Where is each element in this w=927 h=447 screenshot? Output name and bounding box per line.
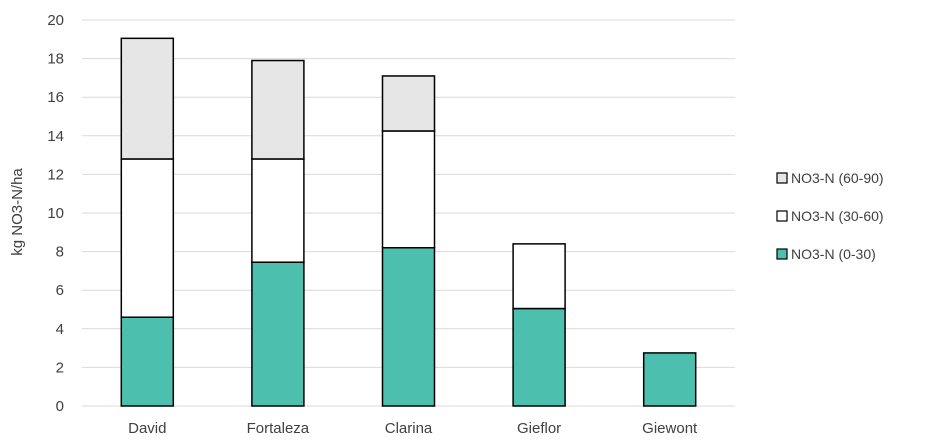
legend-label: NO3-N (60-90): [791, 170, 884, 186]
bar-segment: [381, 75, 436, 132]
bar-segment: [251, 158, 305, 263]
y-axis-title: kg NO3-N/ha: [9, 168, 26, 256]
y-tick-label: 0: [56, 398, 64, 415]
bar-segment: [512, 243, 566, 310]
legend-swatch: [776, 210, 788, 222]
bar-segment: [251, 59, 305, 160]
y-tick-label: 6: [56, 282, 64, 299]
y-axis-ticks: 0 2 4 6 8 10 12 14 16 18 20: [47, 12, 64, 415]
bar-segment: [512, 307, 566, 407]
x-axis-ticks: David Fortaleza Clarina Gieflor Giewont: [128, 420, 698, 437]
y-tick-label: 18: [47, 51, 64, 68]
bars: [120, 37, 697, 407]
y-tick-label: 12: [47, 166, 64, 183]
legend-swatch: [776, 248, 788, 260]
x-tick-label: Clarina: [385, 420, 433, 437]
x-tick-label: Gieflor: [517, 420, 561, 437]
bar-segment: [120, 37, 175, 160]
y-tick-label: 2: [56, 359, 64, 376]
y-tick-label: 10: [47, 205, 64, 222]
y-tick-label: 16: [47, 89, 64, 106]
y-tick-label: 20: [47, 12, 64, 29]
bar-segment: [120, 158, 175, 318]
legend-swatch: [776, 172, 788, 184]
y-tick-label: 14: [47, 128, 64, 145]
legend: NO3-N (60-90) NO3-N (30-60) NO3-N (0-30): [776, 170, 884, 262]
bar-segment: [642, 352, 697, 407]
bar-segment: [381, 130, 436, 249]
x-tick-label: David: [128, 420, 166, 437]
y-tick-label: 8: [56, 244, 64, 261]
bar-segment: [120, 316, 175, 407]
bar-segment: [251, 261, 305, 407]
legend-label: NO3-N (0-30): [791, 246, 876, 262]
x-tick-label: Giewont: [642, 420, 698, 437]
bar-segment: [381, 246, 436, 407]
y-tick-label: 4: [56, 321, 64, 338]
legend-label: NO3-N (30-60): [791, 208, 884, 224]
x-tick-label: Fortaleza: [247, 420, 310, 437]
